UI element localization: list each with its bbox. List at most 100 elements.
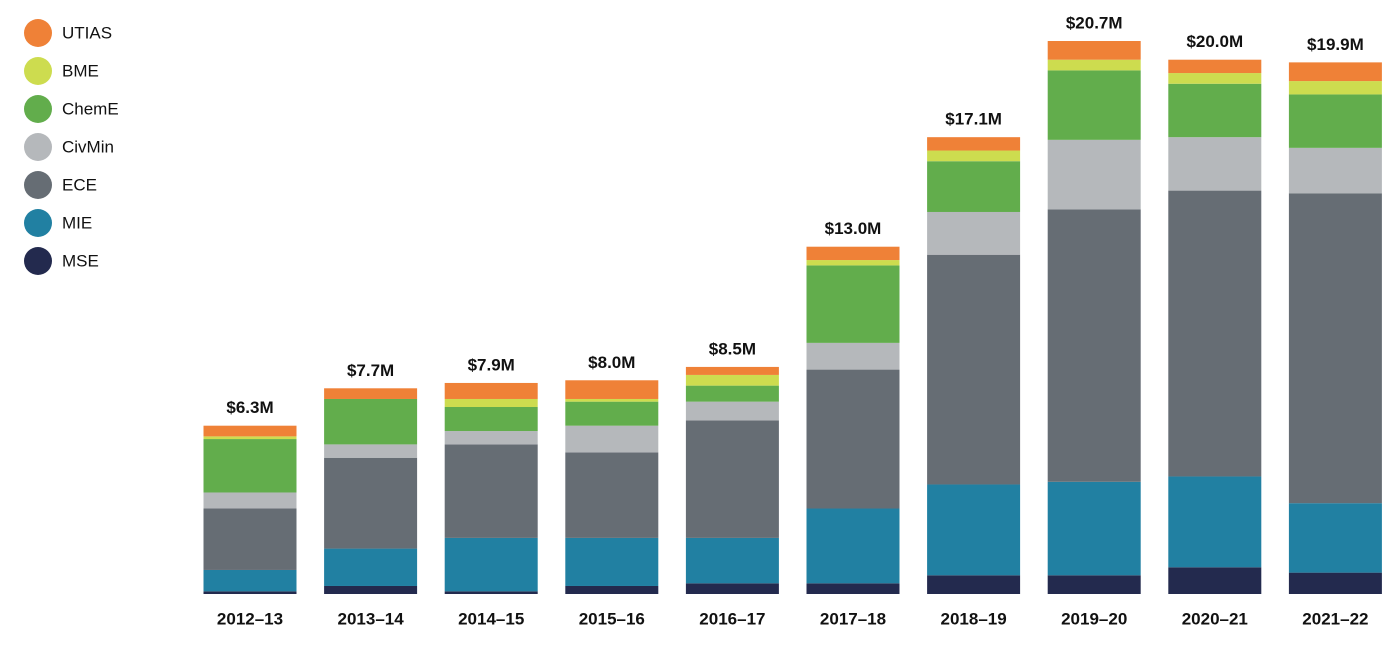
legend-swatch	[24, 209, 52, 237]
bar-segment	[1288, 147, 1382, 194]
bar-segment	[685, 420, 779, 538]
legend-swatch	[24, 19, 52, 47]
bar-segment	[565, 398, 659, 402]
bar-segment	[565, 452, 659, 538]
bar-segment	[565, 425, 659, 453]
bar-segment	[444, 406, 538, 432]
total-label: $17.1M	[945, 110, 1002, 129]
bar-segment	[444, 537, 538, 592]
bar-segment	[806, 583, 900, 594]
bar-segment	[324, 548, 418, 586]
bar-segment	[1047, 41, 1141, 60]
bar-segment	[1168, 567, 1262, 594]
bar-segment	[324, 457, 418, 549]
bar-segment	[685, 583, 779, 594]
bar-segment	[1168, 73, 1262, 84]
bar-segment	[1288, 81, 1382, 95]
x-tick-label: 2021–22	[1302, 609, 1368, 628]
legend-swatch	[24, 57, 52, 85]
bar-segment	[806, 342, 900, 370]
x-tick-label: 2012–13	[217, 609, 283, 628]
total-label: $20.0M	[1186, 32, 1243, 51]
bar-segment	[1168, 190, 1262, 477]
bar-segment	[927, 484, 1021, 576]
total-label: $13.0M	[825, 219, 882, 238]
bar-segment	[203, 439, 297, 493]
bar-segment	[1047, 209, 1141, 482]
bar-segment	[1168, 137, 1262, 191]
bar-segment	[1047, 139, 1141, 210]
bar-segment	[806, 508, 900, 584]
legend-label: MSE	[62, 251, 99, 270]
legend-label: UTIAS	[62, 23, 112, 42]
total-label: $7.9M	[468, 355, 515, 374]
bar-segment	[685, 374, 779, 386]
bar-segment	[203, 569, 297, 592]
bar-segment	[565, 401, 659, 426]
bar-segment	[324, 585, 418, 594]
bar-segment	[927, 254, 1021, 485]
bar-segment	[1047, 575, 1141, 594]
bar-segment	[806, 265, 900, 343]
total-label: $7.7M	[347, 361, 394, 380]
bar-segment	[1047, 59, 1141, 71]
total-label: $6.3M	[226, 398, 273, 417]
legend-swatch	[24, 133, 52, 161]
bar-segment	[203, 591, 297, 594]
x-tick-label: 2015–16	[579, 609, 645, 628]
bar-segment	[203, 492, 297, 509]
total-label: $8.0M	[588, 353, 635, 372]
x-tick-label: 2020–21	[1182, 609, 1248, 628]
bar-segment	[565, 537, 659, 586]
bar-segment	[1288, 62, 1382, 82]
bar-segment	[1047, 70, 1141, 140]
x-tick-label: 2018–19	[941, 609, 1007, 628]
bar-segment	[806, 369, 900, 509]
bar-segment	[1168, 59, 1262, 74]
legend-label: MIE	[62, 213, 92, 232]
x-tick-label: 2013–14	[338, 609, 405, 628]
bar-segment	[685, 385, 779, 402]
legend-label: ChemE	[62, 99, 119, 118]
bar-segment	[685, 401, 779, 421]
bar-segment	[1288, 94, 1382, 148]
bar-segment	[806, 260, 900, 266]
bar-segment	[927, 161, 1021, 212]
bar-segment	[806, 246, 900, 261]
bar-segment	[444, 444, 538, 538]
bar-segment	[203, 436, 297, 440]
x-tick-label: 2017–18	[820, 609, 886, 628]
bar-segment	[565, 585, 659, 594]
bar-segment	[324, 444, 418, 458]
total-label: $19.9M	[1307, 35, 1364, 54]
bar-segment	[203, 508, 297, 570]
legend-label: ECE	[62, 175, 97, 194]
total-label: $8.5M	[709, 339, 756, 358]
bar-segment	[565, 380, 659, 399]
legend-label: CivMin	[62, 137, 114, 156]
bar-segment	[1288, 572, 1382, 594]
legend-label: BME	[62, 61, 99, 80]
bar-segment	[685, 537, 779, 584]
x-tick-label: 2019–20	[1061, 609, 1127, 628]
legend-swatch	[24, 95, 52, 123]
total-label: $20.7M	[1066, 13, 1123, 32]
bar-segment	[927, 575, 1021, 594]
bar-segment	[444, 398, 538, 407]
bar-segment	[927, 137, 1021, 151]
bar-segment	[444, 431, 538, 445]
bar-segment	[1168, 83, 1262, 138]
bar-segment	[927, 150, 1021, 162]
legend-swatch	[24, 247, 52, 275]
bar-segment	[1288, 503, 1382, 573]
legend-swatch	[24, 171, 52, 199]
bar-segment	[1168, 476, 1262, 568]
bar-segment	[203, 425, 297, 437]
bar-segment	[324, 398, 418, 445]
bar-segment	[444, 591, 538, 594]
bar-segment	[324, 388, 418, 399]
bar-segment	[1288, 193, 1382, 504]
bar-segment	[685, 366, 779, 375]
x-tick-label: 2016–17	[699, 609, 765, 628]
